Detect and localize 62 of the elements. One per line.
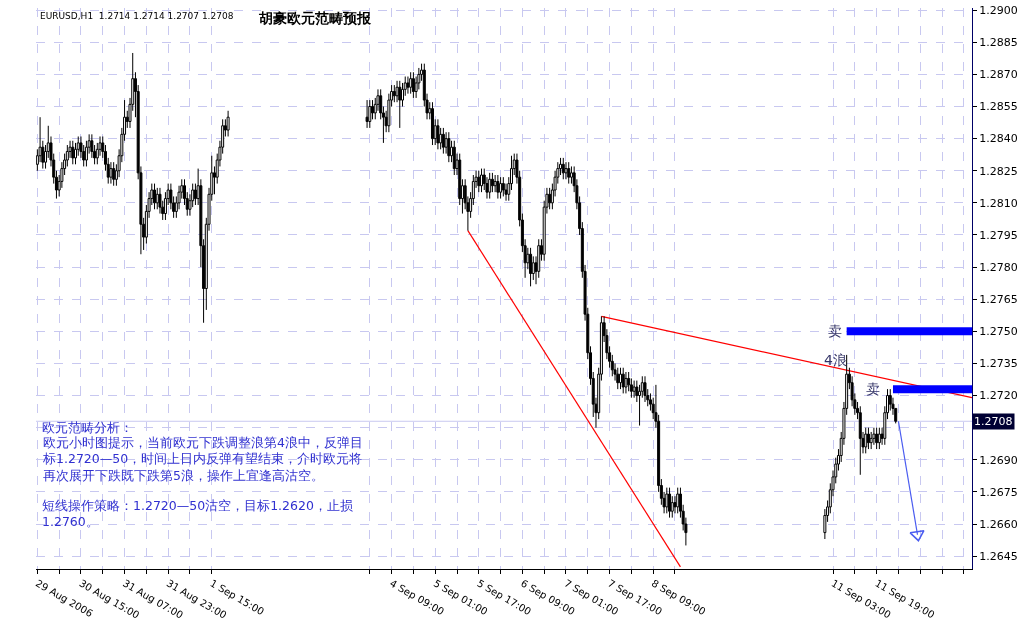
candlestick <box>36 148 39 172</box>
candlestick <box>463 178 467 210</box>
y-tick-label: 1.2870 <box>979 68 1018 82</box>
y-tick-label: 1.2810 <box>979 196 1018 210</box>
y-tick-label: 1.2645 <box>979 550 1018 563</box>
y-tick-label: 1.2840 <box>979 132 1018 146</box>
y-tick-label: 1.2720 <box>979 389 1018 403</box>
y-tick-label: 1.2750 <box>979 325 1018 339</box>
candlestick <box>71 140 75 165</box>
candlestick <box>155 187 159 210</box>
annotation: 短线操作策略：1.2720—50沽空，目标1.2620，止损1.2760。 <box>42 498 353 530</box>
candlestick <box>509 155 513 191</box>
candlestick <box>387 93 391 133</box>
candlestick <box>635 380 639 403</box>
y-tick-label: 1.2780 <box>979 260 1018 274</box>
y-tick-label: 1.2690 <box>979 453 1018 467</box>
candlestick <box>65 144 69 167</box>
candlestick <box>177 185 181 210</box>
candlestick <box>621 367 625 394</box>
candlestick <box>158 187 162 215</box>
candlestick <box>417 67 421 90</box>
candlestick <box>869 431 873 450</box>
annotation: 欧元范畴分析： <box>42 420 133 435</box>
annotation: 卖 <box>866 381 880 397</box>
candlestick <box>452 140 456 176</box>
candlestick <box>493 174 497 193</box>
candlestick <box>68 140 72 159</box>
candlestick <box>872 427 876 446</box>
candlestick <box>477 170 481 193</box>
chart-subtitle: EURUSD,H1 1.2714 1.2714 1.2707 1.2708 <box>40 11 234 21</box>
candlestick <box>46 125 50 159</box>
candlestick <box>850 375 854 407</box>
candlestick <box>665 487 669 514</box>
chart-title: 胡豪欧元范畴预报 <box>258 10 372 26</box>
y-tick-label: 1.2825 <box>979 164 1018 178</box>
y-tick-label: 1.2885 <box>979 36 1018 50</box>
candlestick <box>401 82 404 107</box>
y-tick-label: 1.2900 <box>979 3 1018 17</box>
candlestick <box>406 76 410 95</box>
candlestick <box>673 495 677 514</box>
candlestick <box>624 371 628 394</box>
candlestick <box>504 183 508 202</box>
y-tick-label: 1.2735 <box>979 357 1018 371</box>
candlestick <box>436 118 440 150</box>
ref-line-label: 1.2708 <box>974 415 1013 428</box>
y-tick-label: 1.2855 <box>979 100 1018 114</box>
y-tick-label: 1.2675 <box>979 485 1018 499</box>
candlestick <box>226 110 230 137</box>
candlestick <box>169 183 173 210</box>
candlestick <box>564 161 568 180</box>
candlestick <box>414 76 418 99</box>
candlestick <box>561 157 565 180</box>
annotation: 4浪 <box>824 352 847 368</box>
candlestick <box>398 80 402 129</box>
y-tick-label: 1.2765 <box>979 293 1018 307</box>
annotation: 欧元小时图提示，当前欧元下跌调整浪第4浪中，反弹目标1.2720—50，时间上日内反弹有望结束，介时欧元将再次展开下跌既下跌第5浪，操作上宜逢高沽空。 <box>42 435 363 483</box>
candlestick <box>864 427 868 454</box>
y-tick-label: 1.2660 <box>979 517 1018 531</box>
annotation: 卖 <box>828 323 842 339</box>
candlestick <box>183 178 187 206</box>
candlestick <box>676 487 680 514</box>
y-tick-label: 1.2795 <box>979 228 1018 242</box>
